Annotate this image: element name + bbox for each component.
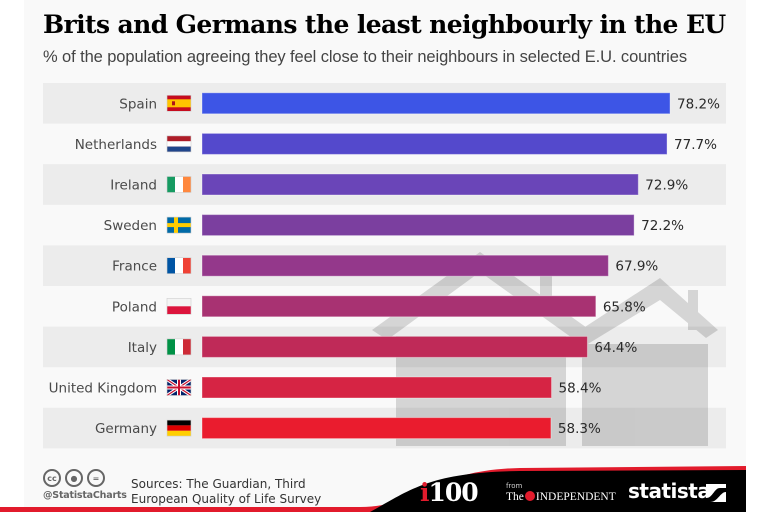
category-label: United Kingdom <box>49 381 157 397</box>
bars <box>201 92 671 440</box>
category-label: France <box>112 259 157 275</box>
netherlands-flag-icon <box>166 135 192 153</box>
bar-france <box>201 254 609 277</box>
category-label: Germany <box>95 421 157 437</box>
value-label: 72.9% <box>645 178 688 194</box>
france-flag-icon <box>166 257 192 275</box>
attribution-icon[interactable]: ● <box>65 469 83 487</box>
value-label: 58.4% <box>559 381 602 397</box>
bar-germany <box>201 417 552 440</box>
sources-note: Sources: The Guardian, Third European Qu… <box>131 477 322 506</box>
spain-flag-icon <box>166 95 192 112</box>
value-label: 78.2% <box>677 96 720 112</box>
category-label: Netherlands <box>75 137 157 153</box>
bar-netherlands <box>201 132 668 155</box>
value-label: 64.4% <box>594 340 637 356</box>
poland-flag-icon <box>166 297 192 315</box>
bar-ireland <box>201 173 639 196</box>
category-label: Poland <box>112 299 157 315</box>
category-labels: Spain Netherlands Ireland Sweden France Polan… <box>49 96 157 437</box>
germany-flag-icon <box>166 419 192 437</box>
category-label: Italy <box>128 340 157 356</box>
category-label: Ireland <box>110 178 157 194</box>
twitter-handle[interactable]: @StatistaCharts <box>43 490 127 501</box>
chart-title: Brits and Germans the least neighbourly … <box>43 10 726 39</box>
category-label: Spain <box>119 96 157 112</box>
value-label: 67.9% <box>615 259 658 275</box>
bar-italy <box>201 335 588 358</box>
uk-flag-icon <box>166 378 192 397</box>
sweden-flag-icon <box>166 216 192 234</box>
chart-subtitle: % of the population agreeing they feel c… <box>43 48 687 66</box>
cc-icon[interactable]: cc <box>43 469 61 487</box>
value-label: 77.7% <box>674 137 717 153</box>
footer-band <box>0 466 746 512</box>
license-block: cc ● = @StatistaCharts <box>43 469 127 501</box>
value-label: 65.8% <box>603 299 646 315</box>
bar-sweden <box>201 214 635 237</box>
value-labels: 78.2% 77.7% 72.9% 72.2% 67.9% 65.8% 64.4% 58.4%… <box>558 96 720 437</box>
no-derivatives-icon[interactable]: = <box>87 469 105 487</box>
value-label: 72.2% <box>641 218 684 234</box>
bar-poland <box>201 295 597 318</box>
flags <box>166 95 192 437</box>
category-label: Sweden <box>104 218 157 234</box>
bar-spain <box>201 92 671 115</box>
value-label: 58.3% <box>558 421 601 437</box>
ireland-flag-icon <box>166 176 192 193</box>
bar-united-kingdom <box>201 376 553 399</box>
italy-flag-icon <box>166 338 192 356</box>
